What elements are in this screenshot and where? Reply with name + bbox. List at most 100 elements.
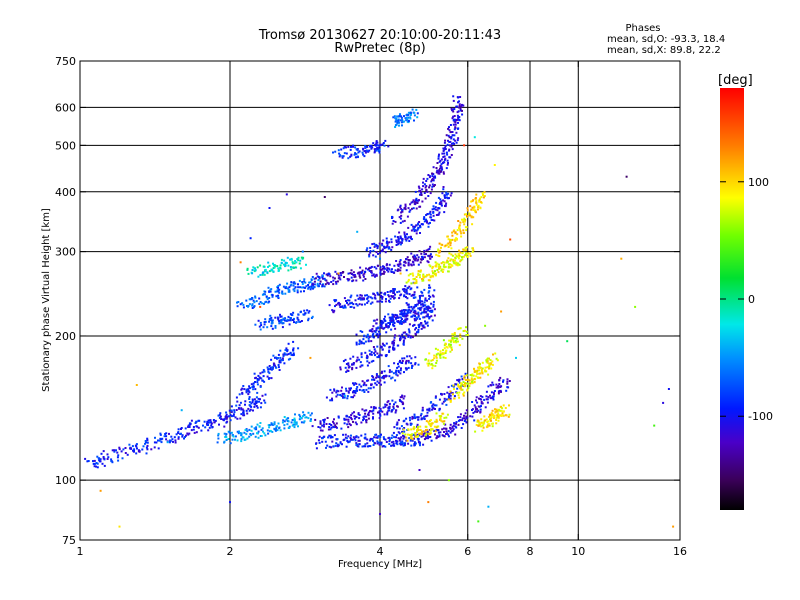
echo-point [431,359,434,361]
echo-point [293,321,295,324]
echo-point [428,433,431,436]
echo-point [453,259,456,262]
echo-point [375,142,378,145]
echo-point [366,442,369,445]
echo-point [342,155,345,158]
echo-point [483,415,486,418]
echo-point [350,305,353,308]
echo-point [381,348,384,351]
echo-point [401,220,404,223]
echo-point [444,244,447,247]
echo-point [352,391,354,394]
echo-point [239,432,241,434]
echo-point [279,356,282,359]
y-axis-label: Stationary phase Virtual Height [km] [41,208,52,392]
echo-point [390,444,393,447]
echo-point [312,284,314,287]
echo-point [403,430,406,433]
echo-point [296,317,299,320]
echo-point [379,143,382,146]
scatter-point [427,501,430,504]
echo-point [126,453,129,456]
echo-point [443,352,446,355]
echo-point [288,323,291,326]
echo-point [259,406,262,409]
echo-point [450,346,453,349]
echo-point [189,423,192,426]
echo-point [214,419,217,422]
echo-point [392,324,395,327]
echo-point [433,357,436,360]
echo-point [449,343,452,346]
echo-point [257,436,260,439]
echo-point [446,259,449,262]
echo-point [375,376,378,379]
echo-point [92,460,94,463]
echo-point [406,233,408,236]
echo-point [319,422,322,425]
echo-point [390,320,393,323]
echo-point [144,442,146,445]
echo-point [293,262,296,265]
echo-point [400,241,403,244]
echo-point [445,134,448,137]
echo-point [406,237,409,240]
echo-point [453,397,456,400]
echo-point [452,99,455,102]
echo-point [388,316,391,319]
echo-point [443,152,446,155]
echo-point [317,439,320,442]
echo-point [466,333,469,336]
echo-point [385,354,388,357]
echo-point [414,296,417,299]
echo-point [266,366,269,369]
echo-point [287,353,290,356]
echo-point [395,239,398,242]
echo-point [432,166,435,169]
echo-point [154,436,156,439]
echo-point [400,436,403,439]
echo-point [292,340,295,343]
echo-point [294,260,297,262]
echo-point [185,434,187,437]
echo-point [395,260,398,262]
echo-point [450,154,453,156]
echo-point [348,440,351,443]
echo-point [330,424,333,426]
echo-point [447,270,450,273]
echo-point [99,458,102,461]
echo-point [431,255,433,258]
echo-point [405,417,408,420]
echo-point [270,288,273,291]
echo-point [389,290,392,293]
echo-point [343,152,346,155]
echo-point [303,313,305,316]
echo-point [401,119,404,121]
echo-point [466,207,469,210]
echo-point [157,439,159,442]
echo-point [360,434,363,437]
echo-point [469,205,472,208]
echo-point [384,300,387,303]
echo-point [380,372,383,374]
echo-point [460,427,463,429]
echo-point [432,300,435,303]
echo-point [144,440,147,442]
echo-point [264,393,267,396]
echo-point [391,222,394,225]
x-tick-label: 10 [571,545,585,558]
echo-point [508,413,511,416]
echo-point [322,419,325,421]
echo-point [370,144,373,147]
echo-point [362,417,365,420]
echo-point [459,335,462,338]
echo-point [395,434,398,437]
echo-point [451,335,454,338]
echo-point [273,428,276,431]
echo-point [447,162,449,164]
echo-point [84,457,87,460]
echo-point [442,186,445,188]
echo-point [341,395,344,398]
echo-point [392,290,395,293]
echo-point [251,401,254,404]
